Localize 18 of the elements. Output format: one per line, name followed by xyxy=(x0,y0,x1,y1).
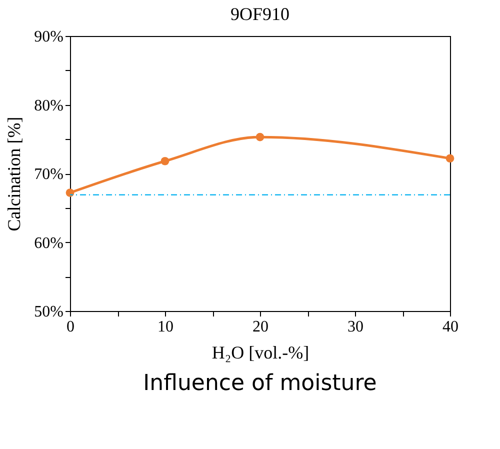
x-tick-label: 30 xyxy=(348,318,364,336)
point xyxy=(446,154,454,163)
y-tick-label: 90% xyxy=(34,28,64,46)
point xyxy=(256,132,264,142)
y-tick-label: 80% xyxy=(34,97,64,114)
x-axis-title: H₂O [vol.-%] xyxy=(212,342,310,362)
x-tick-label: 0 xyxy=(66,318,74,336)
point xyxy=(66,188,74,197)
text: Influence of moisture xyxy=(143,371,377,396)
y-axis-title: Calcination [%] xyxy=(4,116,24,232)
x-tick-label: 40 xyxy=(442,318,458,336)
y-tick-label: 50% xyxy=(34,304,64,320)
y-tick-label: 70% xyxy=(34,166,64,183)
chart-title: 9OF910 xyxy=(230,4,290,24)
x-tick-label: 20 xyxy=(252,318,268,336)
y-tick-label: 60% xyxy=(34,234,64,252)
point xyxy=(160,156,170,166)
x-tick-label: 10 xyxy=(158,318,174,336)
